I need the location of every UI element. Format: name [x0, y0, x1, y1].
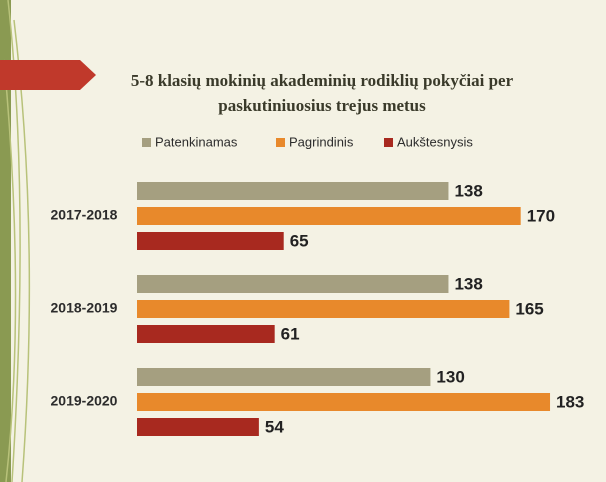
title-arrow [0, 60, 96, 90]
legend-label: Pagrindinis [289, 134, 354, 149]
bar [137, 325, 275, 343]
chart-title: 5-8 klasių mokinių akademinių rodiklių p… [131, 71, 514, 90]
chart-title: paskutiniuosius trejus metus [218, 96, 426, 115]
value-label: 165 [515, 299, 543, 318]
bar [137, 207, 521, 225]
value-label: 170 [527, 206, 555, 225]
legend-swatch [142, 138, 151, 147]
legend-label: Patenkinamas [155, 134, 238, 149]
value-label: 61 [281, 324, 300, 343]
category-label: 2019-2020 [51, 393, 118, 409]
legend-swatch [276, 138, 285, 147]
legend-label: Aukštesnysis [397, 134, 473, 149]
bar [137, 368, 431, 386]
value-label: 138 [454, 181, 482, 200]
bar [137, 418, 259, 436]
category-label: 2017-2018 [51, 207, 118, 223]
category-label: 2018-2019 [51, 300, 118, 316]
value-label: 54 [265, 417, 284, 436]
bar [137, 232, 284, 250]
bar [137, 393, 551, 411]
value-label: 138 [454, 274, 482, 293]
bar [137, 182, 449, 200]
value-label: 65 [290, 231, 309, 250]
value-label: 130 [436, 367, 464, 386]
value-label: 183 [556, 392, 584, 411]
bar [137, 275, 449, 293]
bar [137, 300, 510, 318]
legend-swatch [384, 138, 393, 147]
side-band [0, 0, 11, 482]
